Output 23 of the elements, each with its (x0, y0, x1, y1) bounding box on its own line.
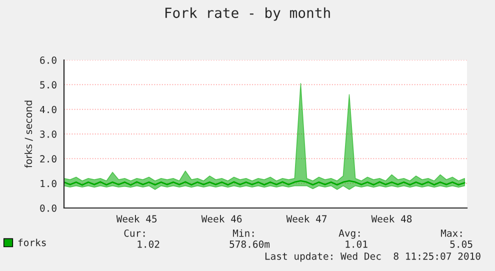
y-axis-title: forks / second (24, 100, 33, 168)
text: 1.02 (138, 240, 160, 248)
y-tick-label: 4.0 (40, 106, 56, 114)
text: Max: (440, 230, 462, 237)
text: 1.01 (346, 240, 368, 248)
x-tick-label: Week 47 (286, 214, 327, 223)
y-tick-label: 6.0 (40, 56, 56, 64)
x-tick-label: Week 45 (116, 214, 157, 223)
text: Avg: (338, 230, 360, 239)
text: Min: (232, 229, 254, 237)
y-tick-label: 1.0 (40, 180, 56, 188)
x-tick-label: Week 46 (201, 214, 242, 223)
y-tick-label: 3.0 (40, 130, 56, 138)
y-tick-label: 5.0 (40, 81, 56, 89)
text: 5.05 (450, 240, 472, 248)
y-tick-label: 0.0 (40, 204, 56, 212)
legend-label: forks (18, 238, 46, 246)
y-tick-label: 2.0 (40, 155, 56, 163)
text: Last update: Wed Dec 8 11:25:07 2010 (265, 252, 480, 262)
chart-title: Fork rate - by month (165, 7, 330, 21)
text: 578.60m (230, 240, 270, 248)
text: Cur: (124, 229, 145, 237)
x-tick-label: Week 48 (371, 214, 412, 223)
